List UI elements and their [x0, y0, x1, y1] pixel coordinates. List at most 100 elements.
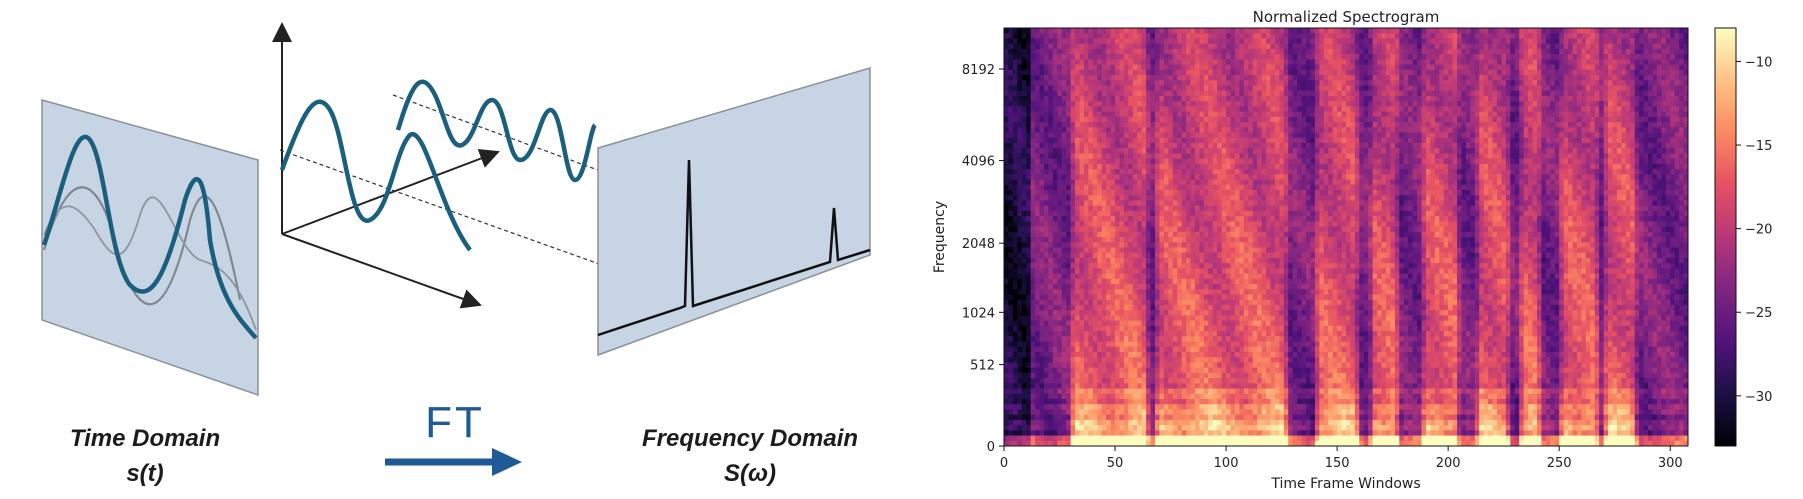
heatmap-cell: [1181, 48, 1187, 55]
heatmap-cell: [1092, 54, 1098, 60]
heatmap-cell: [1101, 80, 1107, 87]
heatmap-cell: [1208, 158, 1214, 165]
heatmap-cell: [1181, 278, 1187, 285]
heatmap-cell: [1115, 33, 1121, 40]
heatmap-cell: [1243, 304, 1249, 311]
heatmap-cell: [1270, 111, 1276, 118]
heatmap-cell: [1030, 106, 1036, 113]
heatmap-cell: [1017, 278, 1023, 285]
heatmap-cell: [1203, 200, 1209, 207]
heatmap-cell: [1199, 231, 1205, 238]
heatmap-cell: [1212, 388, 1218, 395]
heatmap-cell: [1092, 216, 1098, 222]
heatmap-cell: [1155, 38, 1161, 45]
heatmap-cell: [1190, 137, 1196, 144]
heatmap-cell: [1190, 404, 1196, 411]
heatmap-cell: [1123, 257, 1129, 264]
heatmap-cell: [1128, 205, 1134, 212]
heatmap-cell: [1088, 195, 1094, 202]
heatmap-cell: [1075, 169, 1081, 175]
heatmap-cell: [1097, 419, 1103, 426]
heatmap-cell: [1155, 409, 1161, 416]
heatmap-cell: [1048, 43, 1054, 50]
heatmap-cell: [1274, 231, 1280, 238]
heatmap-cell: [1181, 331, 1187, 337]
heatmap-cell: [1261, 189, 1267, 196]
heatmap-cell: [1239, 289, 1245, 296]
heatmap-cell: [1172, 263, 1178, 269]
heatmap-cell: [1039, 231, 1045, 238]
heatmap-cell: [1115, 425, 1121, 431]
heatmap-cell: [1239, 273, 1245, 280]
heatmap-cell: [1057, 289, 1063, 296]
heatmap-cell: [1168, 284, 1174, 290]
heatmap-cell: [1088, 294, 1094, 301]
heatmap-cell: [1008, 64, 1014, 71]
heatmap-cell: [1035, 195, 1041, 202]
heatmap-cell: [1048, 336, 1054, 343]
heatmap-cell: [1208, 336, 1214, 343]
heatmap-cell: [1004, 38, 1010, 45]
heatmap-cell: [1279, 90, 1285, 97]
heatmap-cell: [1097, 299, 1103, 306]
heatmap-cell: [1115, 85, 1121, 92]
heatmap-cell: [1106, 325, 1112, 332]
heatmap-cell: [1119, 158, 1125, 165]
heatmap-cell: [1030, 414, 1036, 421]
heatmap-cell: [1181, 383, 1187, 390]
heatmap-cell: [1008, 409, 1014, 416]
heatmap-cell: [1070, 378, 1076, 384]
heatmap-cell: [1217, 310, 1223, 316]
heatmap-cell: [1128, 263, 1134, 269]
heatmap-cell: [1115, 414, 1121, 421]
heatmap-cell: [1021, 341, 1027, 348]
heatmap-cell: [1004, 242, 1010, 249]
heatmap-cell: [1066, 237, 1072, 243]
heatmap-cell: [1008, 310, 1014, 316]
heatmap-cell: [1123, 346, 1129, 353]
heatmap-cell: [1004, 320, 1010, 327]
heatmap-cell: [1274, 320, 1280, 327]
heatmap-cell: [1168, 331, 1174, 337]
ft-arrow-head: [492, 448, 522, 476]
heatmap-cell: [1110, 273, 1116, 280]
heatmap-cell: [1017, 440, 1023, 446]
heatmap-cell: [1261, 242, 1267, 249]
heatmap-cell: [1097, 273, 1103, 280]
heatmap-cell: [1194, 221, 1201, 228]
heatmap-cell: [1115, 48, 1121, 55]
heatmap-cell: [1101, 341, 1107, 348]
heatmap-cell: [1132, 205, 1138, 212]
heatmap-cell: [1061, 383, 1067, 390]
heatmap-cell: [1030, 440, 1036, 446]
heatmap-cell: [1159, 414, 1165, 421]
heatmap-cell: [1261, 320, 1267, 327]
heatmap-cell: [1141, 346, 1147, 353]
heatmap-cell: [1234, 137, 1240, 144]
heatmap-cell: [1190, 158, 1196, 165]
heatmap-cell: [1257, 85, 1263, 92]
heatmap-cell: [1274, 362, 1280, 369]
heatmap-cell: [1212, 169, 1218, 175]
heatmap-cell: [1221, 320, 1227, 327]
heatmap-cell: [1119, 132, 1125, 139]
heatmap-cell: [1226, 357, 1232, 363]
heatmap-cell: [1061, 398, 1067, 405]
heatmap-cell: [1035, 315, 1041, 322]
heatmap-cell: [1008, 33, 1014, 40]
heatmap-cell: [1083, 179, 1089, 186]
heatmap-cell: [1234, 320, 1240, 327]
heatmap-cell: [1190, 148, 1196, 154]
heatmap-cell: [1030, 184, 1036, 191]
heatmap-cell: [1177, 310, 1183, 316]
heatmap-cell: [1163, 252, 1169, 259]
heatmap-cell: [1150, 383, 1156, 390]
heatmap-cell: [1057, 116, 1063, 123]
heatmap-cell: [1172, 210, 1178, 217]
heatmap-cell: [1150, 59, 1156, 66]
heatmap-cell: [1088, 242, 1094, 249]
heatmap-cell: [1234, 189, 1240, 196]
heatmap-cell: [1270, 137, 1276, 144]
heatmap-cell: [1048, 148, 1054, 154]
heatmap-cell: [1168, 174, 1174, 181]
